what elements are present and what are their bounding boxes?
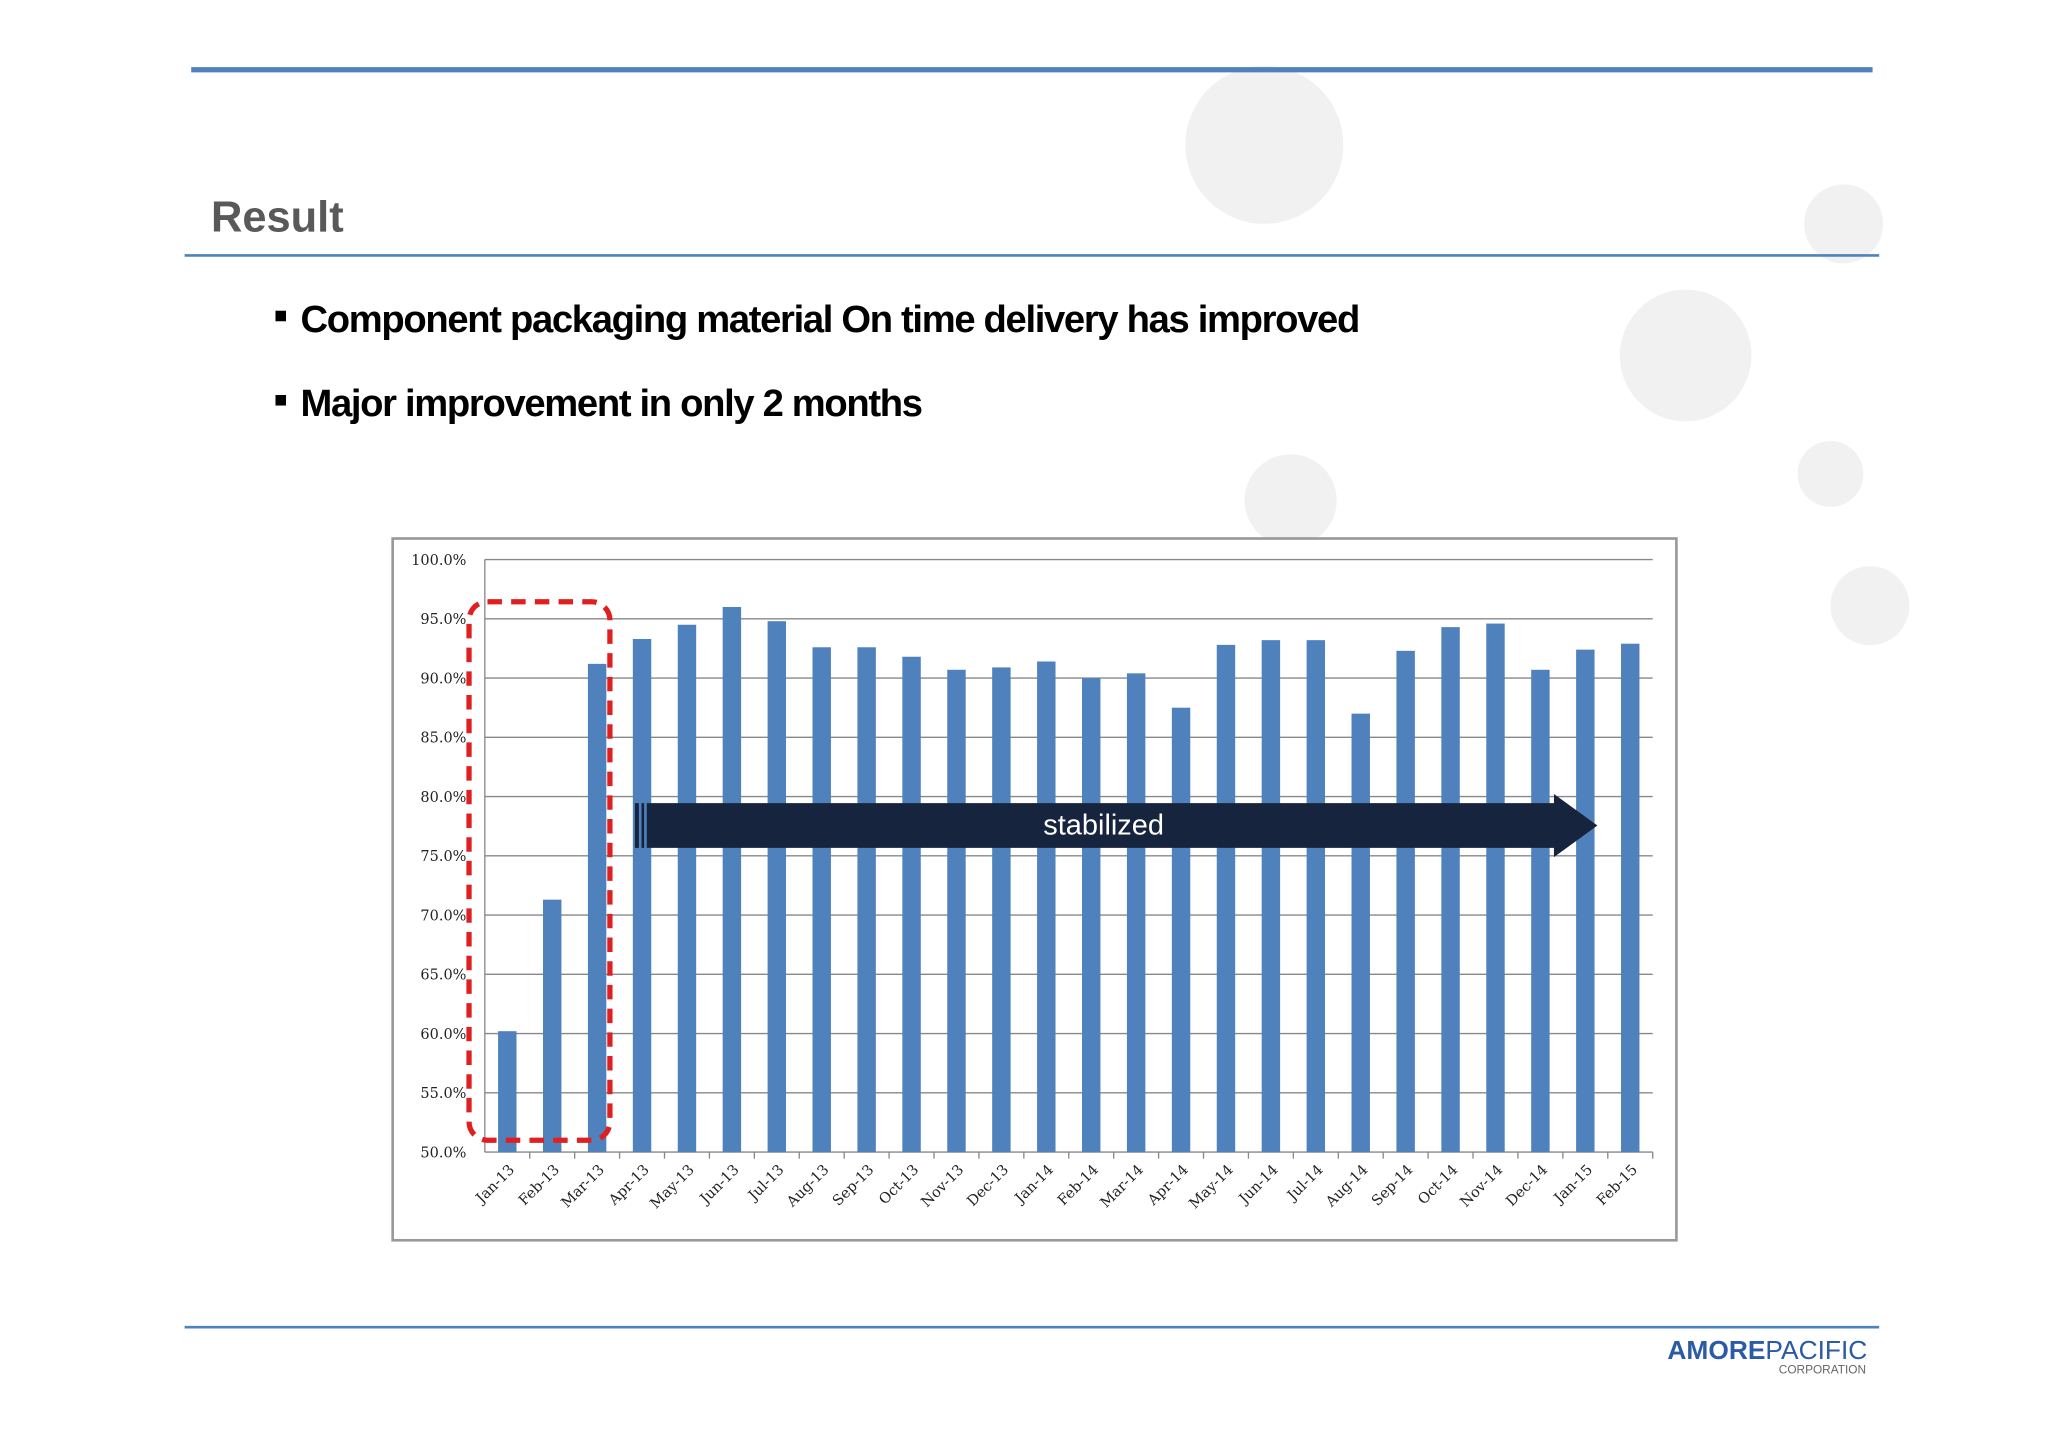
- y-tick-label: 85.0%: [420, 731, 466, 747]
- bar: [1126, 673, 1146, 1153]
- bar: [722, 606, 742, 1153]
- logo-brand: AMORE: [1667, 1335, 1765, 1365]
- y-tick-label: 100.0%: [411, 553, 466, 569]
- logo-brand: PACIFIC: [1765, 1335, 1867, 1365]
- bar: [767, 621, 787, 1153]
- bar: [1037, 661, 1056, 1153]
- bar: [1621, 643, 1640, 1153]
- logo-sub: CORPORATION: [1779, 1362, 1866, 1376]
- bar: [812, 647, 831, 1153]
- y-tick-label: 95.0%: [420, 612, 466, 628]
- bar: [902, 656, 921, 1153]
- y-tick-label: 65.0%: [420, 968, 466, 984]
- bullet-marker: [275, 394, 287, 406]
- bar: [1216, 644, 1236, 1153]
- bar: [1306, 640, 1326, 1153]
- y-tick-label: 80.0%: [420, 790, 466, 806]
- bar: [1576, 649, 1595, 1153]
- logo: AMOREPACIFIC: [1667, 1335, 1867, 1365]
- highlight-box: [466, 599, 613, 1143]
- background-decoration: [1185, 65, 1910, 646]
- bar: [632, 638, 652, 1153]
- bar: [1441, 627, 1460, 1153]
- bar: [677, 624, 697, 1153]
- bar: [857, 647, 876, 1153]
- bar: [947, 669, 966, 1153]
- bar: [1531, 669, 1550, 1153]
- y-tick-label: 75.0%: [420, 849, 466, 865]
- y-tick-label: 60.0%: [420, 1027, 466, 1043]
- bar: [1396, 650, 1415, 1153]
- bar: [542, 899, 562, 1153]
- bar: [1351, 713, 1370, 1153]
- bar: [1261, 640, 1281, 1153]
- bar: [1486, 623, 1505, 1153]
- bullet: Component packaging material On time del…: [300, 298, 1358, 341]
- y-tick-label: 90.0%: [420, 671, 466, 687]
- y-tick-label: 55.0%: [420, 1086, 466, 1102]
- y-tick-label: 50.0%: [420, 1145, 466, 1161]
- bar: [1171, 707, 1191, 1153]
- bar: [587, 663, 607, 1153]
- y-tick-label: 70.0%: [420, 908, 466, 924]
- bar: [498, 1031, 517, 1153]
- bar: [1082, 678, 1101, 1153]
- slide-title: Result: [211, 194, 344, 242]
- annotation: stabilized: [1043, 810, 1164, 842]
- bullet-marker: [275, 310, 287, 322]
- bullet: Major improvement in only 2 months: [300, 382, 921, 425]
- chart-frame: [391, 537, 1678, 1242]
- arrow: [634, 793, 1598, 858]
- bar: [992, 667, 1011, 1153]
